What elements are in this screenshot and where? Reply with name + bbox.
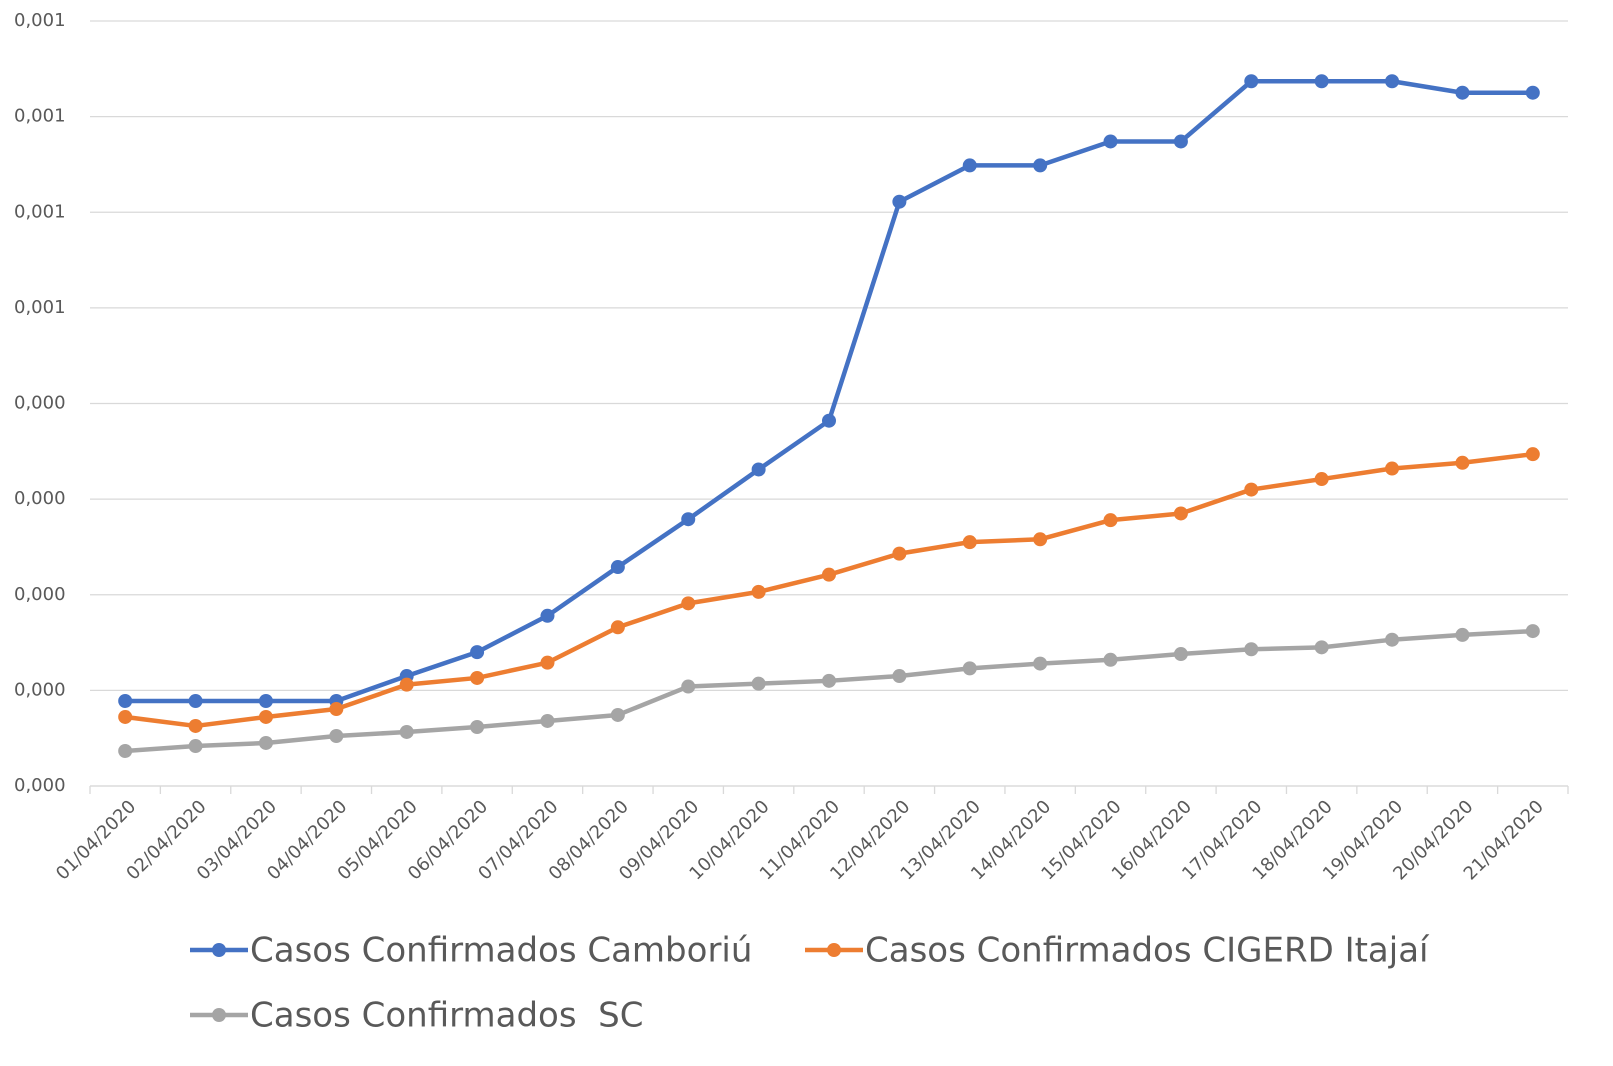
point bbox=[681, 512, 696, 527]
point bbox=[1314, 74, 1329, 89]
point bbox=[1173, 647, 1188, 662]
point bbox=[822, 413, 836, 428]
point bbox=[892, 669, 907, 684]
legend-marker bbox=[212, 1008, 226, 1022]
point bbox=[1525, 85, 1540, 100]
point bbox=[892, 546, 907, 561]
point bbox=[1385, 632, 1400, 647]
point bbox=[1314, 640, 1329, 655]
point bbox=[258, 735, 273, 750]
legend-marker bbox=[212, 943, 226, 957]
point bbox=[610, 707, 625, 722]
point bbox=[822, 673, 836, 688]
point bbox=[188, 718, 203, 733]
point bbox=[188, 739, 203, 754]
point bbox=[1385, 461, 1400, 476]
point bbox=[1525, 624, 1540, 639]
y-tick-label: 0,000 bbox=[14, 775, 66, 796]
point bbox=[1103, 652, 1118, 667]
legend-label: Casos Confirmados Camboriú bbox=[250, 931, 752, 971]
point bbox=[1244, 74, 1259, 89]
point bbox=[822, 567, 836, 582]
point bbox=[1244, 642, 1259, 657]
point bbox=[751, 676, 766, 691]
point bbox=[610, 560, 625, 575]
point bbox=[118, 744, 133, 759]
y-tick-label: 0,001 bbox=[14, 106, 66, 127]
point bbox=[399, 677, 414, 692]
point bbox=[470, 670, 485, 685]
point bbox=[1385, 74, 1400, 89]
point bbox=[470, 719, 485, 734]
point bbox=[1033, 656, 1048, 671]
point bbox=[1455, 627, 1470, 642]
point bbox=[681, 596, 696, 611]
point bbox=[1244, 482, 1259, 497]
legend-label: Casos Confirmados SC bbox=[250, 996, 644, 1036]
point bbox=[540, 608, 555, 623]
point bbox=[118, 693, 133, 708]
legend-marker bbox=[827, 943, 841, 957]
point bbox=[681, 679, 696, 694]
point bbox=[258, 693, 273, 708]
point bbox=[1033, 158, 1048, 173]
point bbox=[1314, 472, 1329, 487]
y-tick-label: 0,000 bbox=[14, 679, 66, 700]
y-tick-label: 0,000 bbox=[14, 584, 66, 605]
point bbox=[1103, 134, 1118, 149]
point bbox=[751, 584, 766, 599]
point bbox=[1173, 506, 1188, 521]
point bbox=[892, 194, 907, 209]
point bbox=[751, 462, 766, 477]
y-tick-label: 0,000 bbox=[14, 393, 66, 414]
point bbox=[399, 724, 414, 739]
point bbox=[962, 158, 977, 173]
point bbox=[540, 713, 555, 728]
y-tick-label: 0,001 bbox=[14, 201, 66, 222]
point bbox=[118, 709, 133, 724]
point bbox=[188, 693, 203, 708]
point bbox=[1033, 532, 1048, 547]
point bbox=[540, 655, 555, 670]
y-tick-label: 0,000 bbox=[14, 488, 66, 509]
point bbox=[329, 702, 344, 717]
point bbox=[610, 620, 625, 635]
point bbox=[329, 728, 344, 743]
legend-label: Casos Confirmados CIGERD Itajaí bbox=[865, 931, 1430, 971]
point bbox=[962, 661, 977, 676]
point bbox=[962, 535, 977, 550]
point bbox=[258, 709, 273, 724]
point bbox=[1455, 455, 1470, 470]
y-tick-label: 0,001 bbox=[14, 297, 66, 318]
y-tick-label: 0,001 bbox=[14, 10, 66, 31]
point bbox=[470, 645, 485, 660]
point bbox=[1173, 134, 1188, 149]
point bbox=[1525, 447, 1540, 462]
series-line bbox=[125, 78, 1533, 704]
point bbox=[1455, 85, 1470, 100]
point bbox=[1103, 513, 1118, 528]
